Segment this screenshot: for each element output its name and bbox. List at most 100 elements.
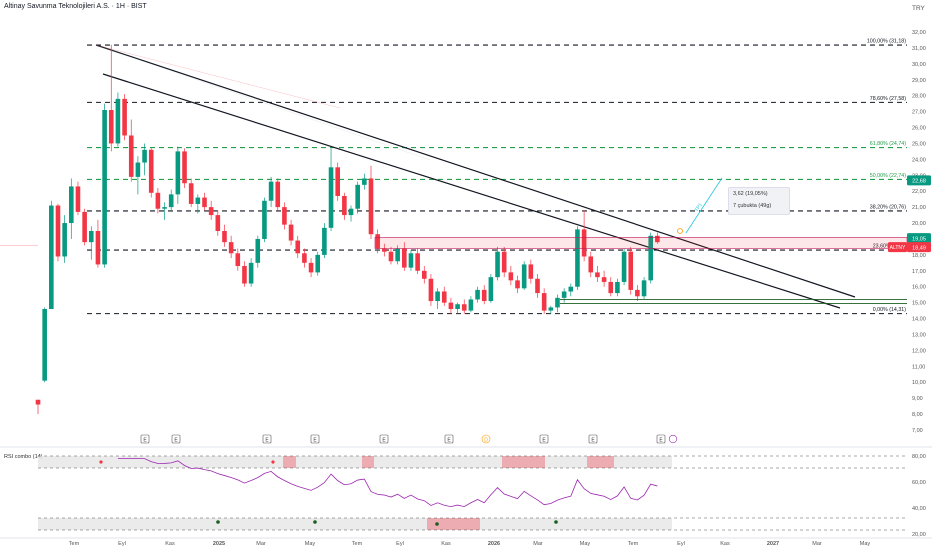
price-tick: 11,00 [912, 364, 925, 370]
event-marker-label: E [591, 438, 595, 444]
candle-body [148, 149, 154, 193]
price-tick: 29,00 [912, 78, 926, 84]
candle-body [322, 227, 327, 255]
fib-level-label: 100,00% (31,18) [867, 39, 906, 45]
dividend-marker [677, 228, 683, 234]
candle-body [342, 195, 347, 216]
candle-body [122, 98, 127, 136]
candle-body [608, 281, 614, 294]
candle-body [535, 278, 540, 294]
rsi-dot [271, 460, 275, 464]
measure-bars: 7 çubukta (49g) [733, 203, 772, 209]
candle-body [621, 251, 627, 282]
candle-body [468, 299, 474, 311]
currency-label[interactable]: TRY [912, 5, 925, 12]
candle-body [382, 248, 387, 252]
rsi-title: RSI combo (14) [4, 454, 43, 460]
event-marker [444, 434, 454, 444]
rsi-dot [313, 520, 317, 524]
candle-body [308, 262, 314, 273]
candle-body [481, 289, 487, 302]
price-tick: 27,00 [912, 110, 926, 116]
rsi-dot [216, 520, 220, 524]
candle-body [581, 229, 587, 257]
candle-body [235, 253, 241, 267]
event-marker-label: E [542, 438, 546, 444]
candle-body [255, 238, 261, 263]
event-marker-label: E [382, 438, 386, 444]
price-tick: 32,00 [912, 30, 926, 36]
candle-body [435, 291, 440, 302]
time-tick: Eyl [677, 541, 685, 547]
candle-body [495, 251, 500, 278]
candle-body [195, 197, 201, 204]
candle-body [75, 186, 81, 212]
candle-body [268, 181, 274, 201]
event-marker [310, 434, 320, 444]
candle-body [175, 151, 181, 195]
time-tick: May [860, 541, 871, 547]
candle-body [355, 184, 360, 209]
candle-body [215, 215, 221, 231]
candle-body [648, 235, 654, 281]
event-marker [140, 434, 150, 444]
price-tick: 15,00 [912, 301, 926, 307]
rsi-signal-zone [587, 456, 614, 468]
event-marker [171, 434, 181, 444]
candle-body [328, 167, 334, 228]
rsi-dot [435, 522, 439, 526]
candle-body [62, 223, 67, 257]
measure-tooltip: 3,62 (19,05%) 7 çubukta (49g) [728, 187, 790, 215]
event-marker-label: E [143, 438, 147, 444]
candle-body [615, 281, 620, 294]
candle-body [501, 251, 507, 273]
current-price-badge [907, 233, 931, 244]
price-tick: 10,00 [912, 380, 926, 386]
fib-level-label: 50,00% (22,74) [870, 173, 906, 179]
candle-body [515, 280, 520, 289]
ticker-price-badge-text: 18,49 [912, 245, 926, 251]
candle-body [388, 251, 394, 262]
candle-body [421, 270, 427, 279]
candle-body [102, 110, 107, 265]
candle-body [142, 149, 147, 163]
candle-body [69, 186, 74, 224]
resistance-zone [374, 237, 908, 249]
candle-body [521, 264, 527, 289]
candle-body [95, 231, 101, 265]
price-tick: 7,00 [912, 428, 923, 434]
projection-arrow [685, 177, 723, 234]
event-marker [481, 434, 491, 444]
candle-body [288, 224, 294, 241]
candle-body [208, 207, 214, 216]
candle-body [455, 304, 460, 310]
rsi-signal-zone [362, 456, 374, 468]
time-tick: Kas [720, 541, 730, 547]
rsi-oversold-zone [38, 518, 672, 530]
price-tick: 14,00 [912, 317, 926, 323]
price-tick: 9,00 [912, 396, 923, 402]
price-tick: 21,00 [912, 205, 926, 211]
event-marker [539, 434, 549, 444]
candle-body [601, 277, 607, 282]
rsi-tick: 80,00 [912, 454, 926, 460]
green-price-badge [907, 175, 931, 186]
candle-body [428, 278, 434, 302]
candle-body [528, 264, 534, 279]
candle-body [242, 266, 247, 284]
event-marker-label: E [313, 438, 317, 444]
event-marker-label: E [659, 438, 663, 444]
candle-body [362, 178, 367, 185]
candle-body [302, 253, 307, 263]
price-tick: 8,00 [912, 412, 923, 418]
candle-body [49, 205, 54, 310]
candle-body [202, 197, 207, 208]
time-tick: Eyl [118, 541, 126, 547]
time-tick: Tem [69, 541, 80, 547]
price-tick: 22,00 [912, 189, 926, 195]
time-tick: Kas [441, 541, 451, 547]
candle-body [402, 248, 407, 268]
candle-body [595, 272, 600, 278]
candle-body [275, 181, 281, 208]
